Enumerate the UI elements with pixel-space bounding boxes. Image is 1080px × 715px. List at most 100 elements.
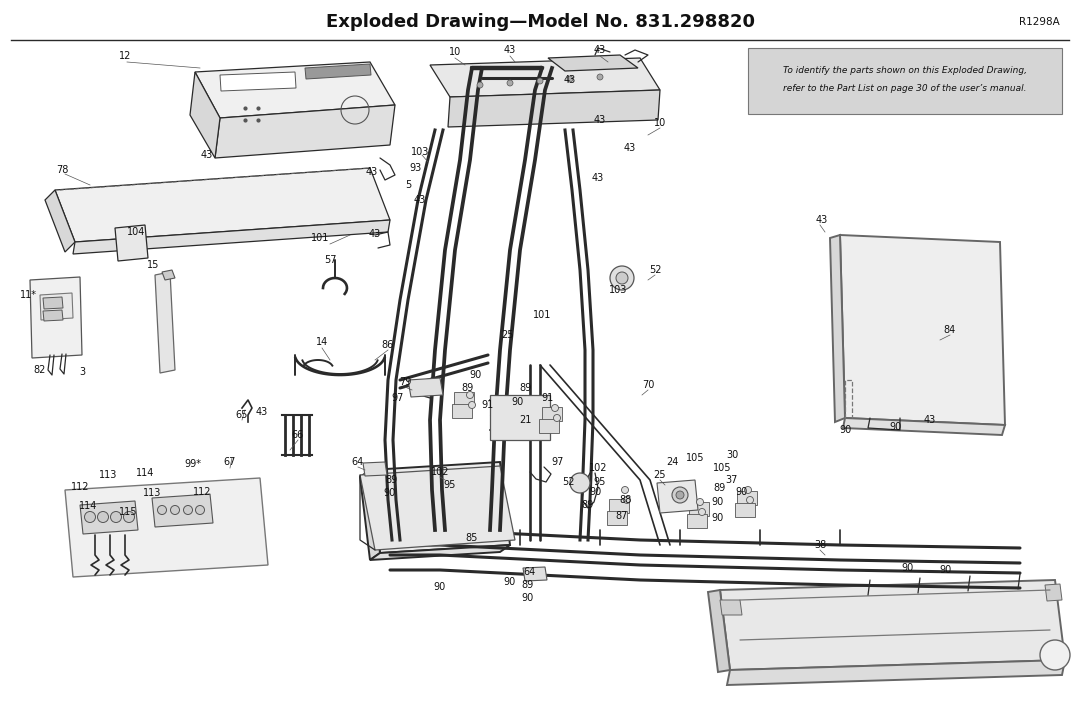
Text: refer to the Part List on page 30 of the user’s manual.: refer to the Part List on page 30 of the…: [783, 84, 1027, 92]
Polygon shape: [490, 395, 550, 440]
Circle shape: [623, 496, 631, 503]
Polygon shape: [40, 293, 73, 320]
FancyBboxPatch shape: [687, 514, 707, 528]
Polygon shape: [114, 225, 148, 261]
Text: 89: 89: [462, 383, 474, 393]
Text: 43: 43: [414, 195, 427, 205]
Text: 5: 5: [405, 180, 411, 190]
Polygon shape: [152, 494, 213, 527]
Text: 57: 57: [324, 255, 336, 265]
Text: 89: 89: [582, 500, 594, 510]
Text: 79: 79: [399, 377, 411, 387]
Text: 89: 89: [386, 475, 399, 485]
Text: 105: 105: [713, 463, 731, 473]
FancyBboxPatch shape: [539, 419, 559, 433]
Text: To identify the parts shown on this Exploded Drawing,: To identify the parts shown on this Expl…: [783, 66, 1027, 74]
Circle shape: [746, 496, 754, 503]
Text: 43: 43: [504, 45, 516, 55]
Text: 43: 43: [594, 115, 606, 125]
Circle shape: [554, 415, 561, 422]
FancyBboxPatch shape: [748, 48, 1062, 114]
Text: 105: 105: [686, 453, 704, 463]
Text: 90: 90: [735, 487, 748, 497]
Text: 90: 90: [522, 593, 535, 603]
Text: 112: 112: [71, 482, 90, 492]
Text: 30: 30: [726, 450, 738, 460]
Polygon shape: [523, 567, 546, 581]
Circle shape: [158, 506, 166, 515]
Polygon shape: [363, 462, 387, 476]
Text: 90: 90: [712, 497, 724, 507]
Circle shape: [123, 511, 135, 523]
Text: 91: 91: [481, 400, 494, 410]
Text: 11*: 11*: [19, 290, 37, 300]
Circle shape: [616, 272, 627, 284]
Text: 91: 91: [542, 393, 554, 403]
Circle shape: [567, 76, 573, 82]
FancyBboxPatch shape: [609, 499, 629, 513]
Polygon shape: [162, 270, 175, 280]
Text: 90: 90: [589, 487, 602, 497]
Polygon shape: [55, 168, 390, 242]
Text: 90: 90: [839, 425, 851, 435]
Polygon shape: [430, 58, 660, 97]
Text: 102: 102: [431, 467, 449, 477]
Text: 43: 43: [564, 75, 576, 85]
Circle shape: [110, 511, 121, 523]
Circle shape: [467, 392, 473, 398]
Polygon shape: [727, 660, 1065, 685]
Text: R1298A: R1298A: [1020, 17, 1059, 27]
Text: 101: 101: [311, 233, 329, 243]
Text: 84: 84: [944, 325, 956, 335]
Text: 43: 43: [369, 229, 381, 239]
Circle shape: [699, 508, 705, 516]
Text: 67: 67: [224, 457, 237, 467]
Polygon shape: [548, 55, 638, 71]
Polygon shape: [80, 501, 138, 534]
Text: 43: 43: [366, 167, 378, 177]
Polygon shape: [843, 418, 1005, 435]
FancyBboxPatch shape: [607, 511, 627, 525]
Text: 25: 25: [653, 470, 666, 480]
Polygon shape: [156, 272, 175, 373]
Polygon shape: [708, 590, 730, 672]
Circle shape: [171, 506, 179, 515]
Polygon shape: [657, 480, 698, 513]
Text: 95: 95: [594, 477, 606, 487]
Text: 104: 104: [126, 227, 145, 237]
Polygon shape: [65, 478, 268, 577]
Circle shape: [552, 405, 558, 412]
Text: 14: 14: [315, 337, 328, 347]
Polygon shape: [720, 600, 742, 615]
Circle shape: [610, 266, 634, 290]
Text: 90: 90: [434, 582, 446, 592]
Circle shape: [184, 506, 192, 515]
Text: 85: 85: [465, 533, 478, 543]
Text: 90: 90: [711, 513, 724, 523]
Circle shape: [597, 74, 603, 80]
Text: 15: 15: [147, 260, 159, 270]
Polygon shape: [43, 310, 63, 321]
Text: 82: 82: [33, 365, 46, 375]
Polygon shape: [45, 190, 75, 252]
Text: 86: 86: [382, 340, 394, 350]
Polygon shape: [448, 90, 660, 127]
Text: 90: 90: [383, 488, 396, 498]
Circle shape: [676, 491, 684, 499]
Circle shape: [507, 80, 513, 86]
Text: 99*: 99*: [185, 459, 202, 469]
Circle shape: [195, 506, 204, 515]
Text: 43: 43: [592, 173, 604, 183]
Text: 43: 43: [201, 150, 213, 160]
Circle shape: [97, 511, 108, 523]
FancyBboxPatch shape: [689, 502, 708, 516]
Polygon shape: [43, 297, 63, 309]
Polygon shape: [720, 580, 1065, 670]
FancyBboxPatch shape: [542, 407, 562, 421]
Polygon shape: [305, 64, 372, 79]
Circle shape: [672, 487, 688, 503]
Circle shape: [84, 511, 95, 523]
Text: 93: 93: [409, 163, 421, 173]
Text: 90: 90: [469, 370, 481, 380]
Text: 10: 10: [449, 47, 461, 57]
